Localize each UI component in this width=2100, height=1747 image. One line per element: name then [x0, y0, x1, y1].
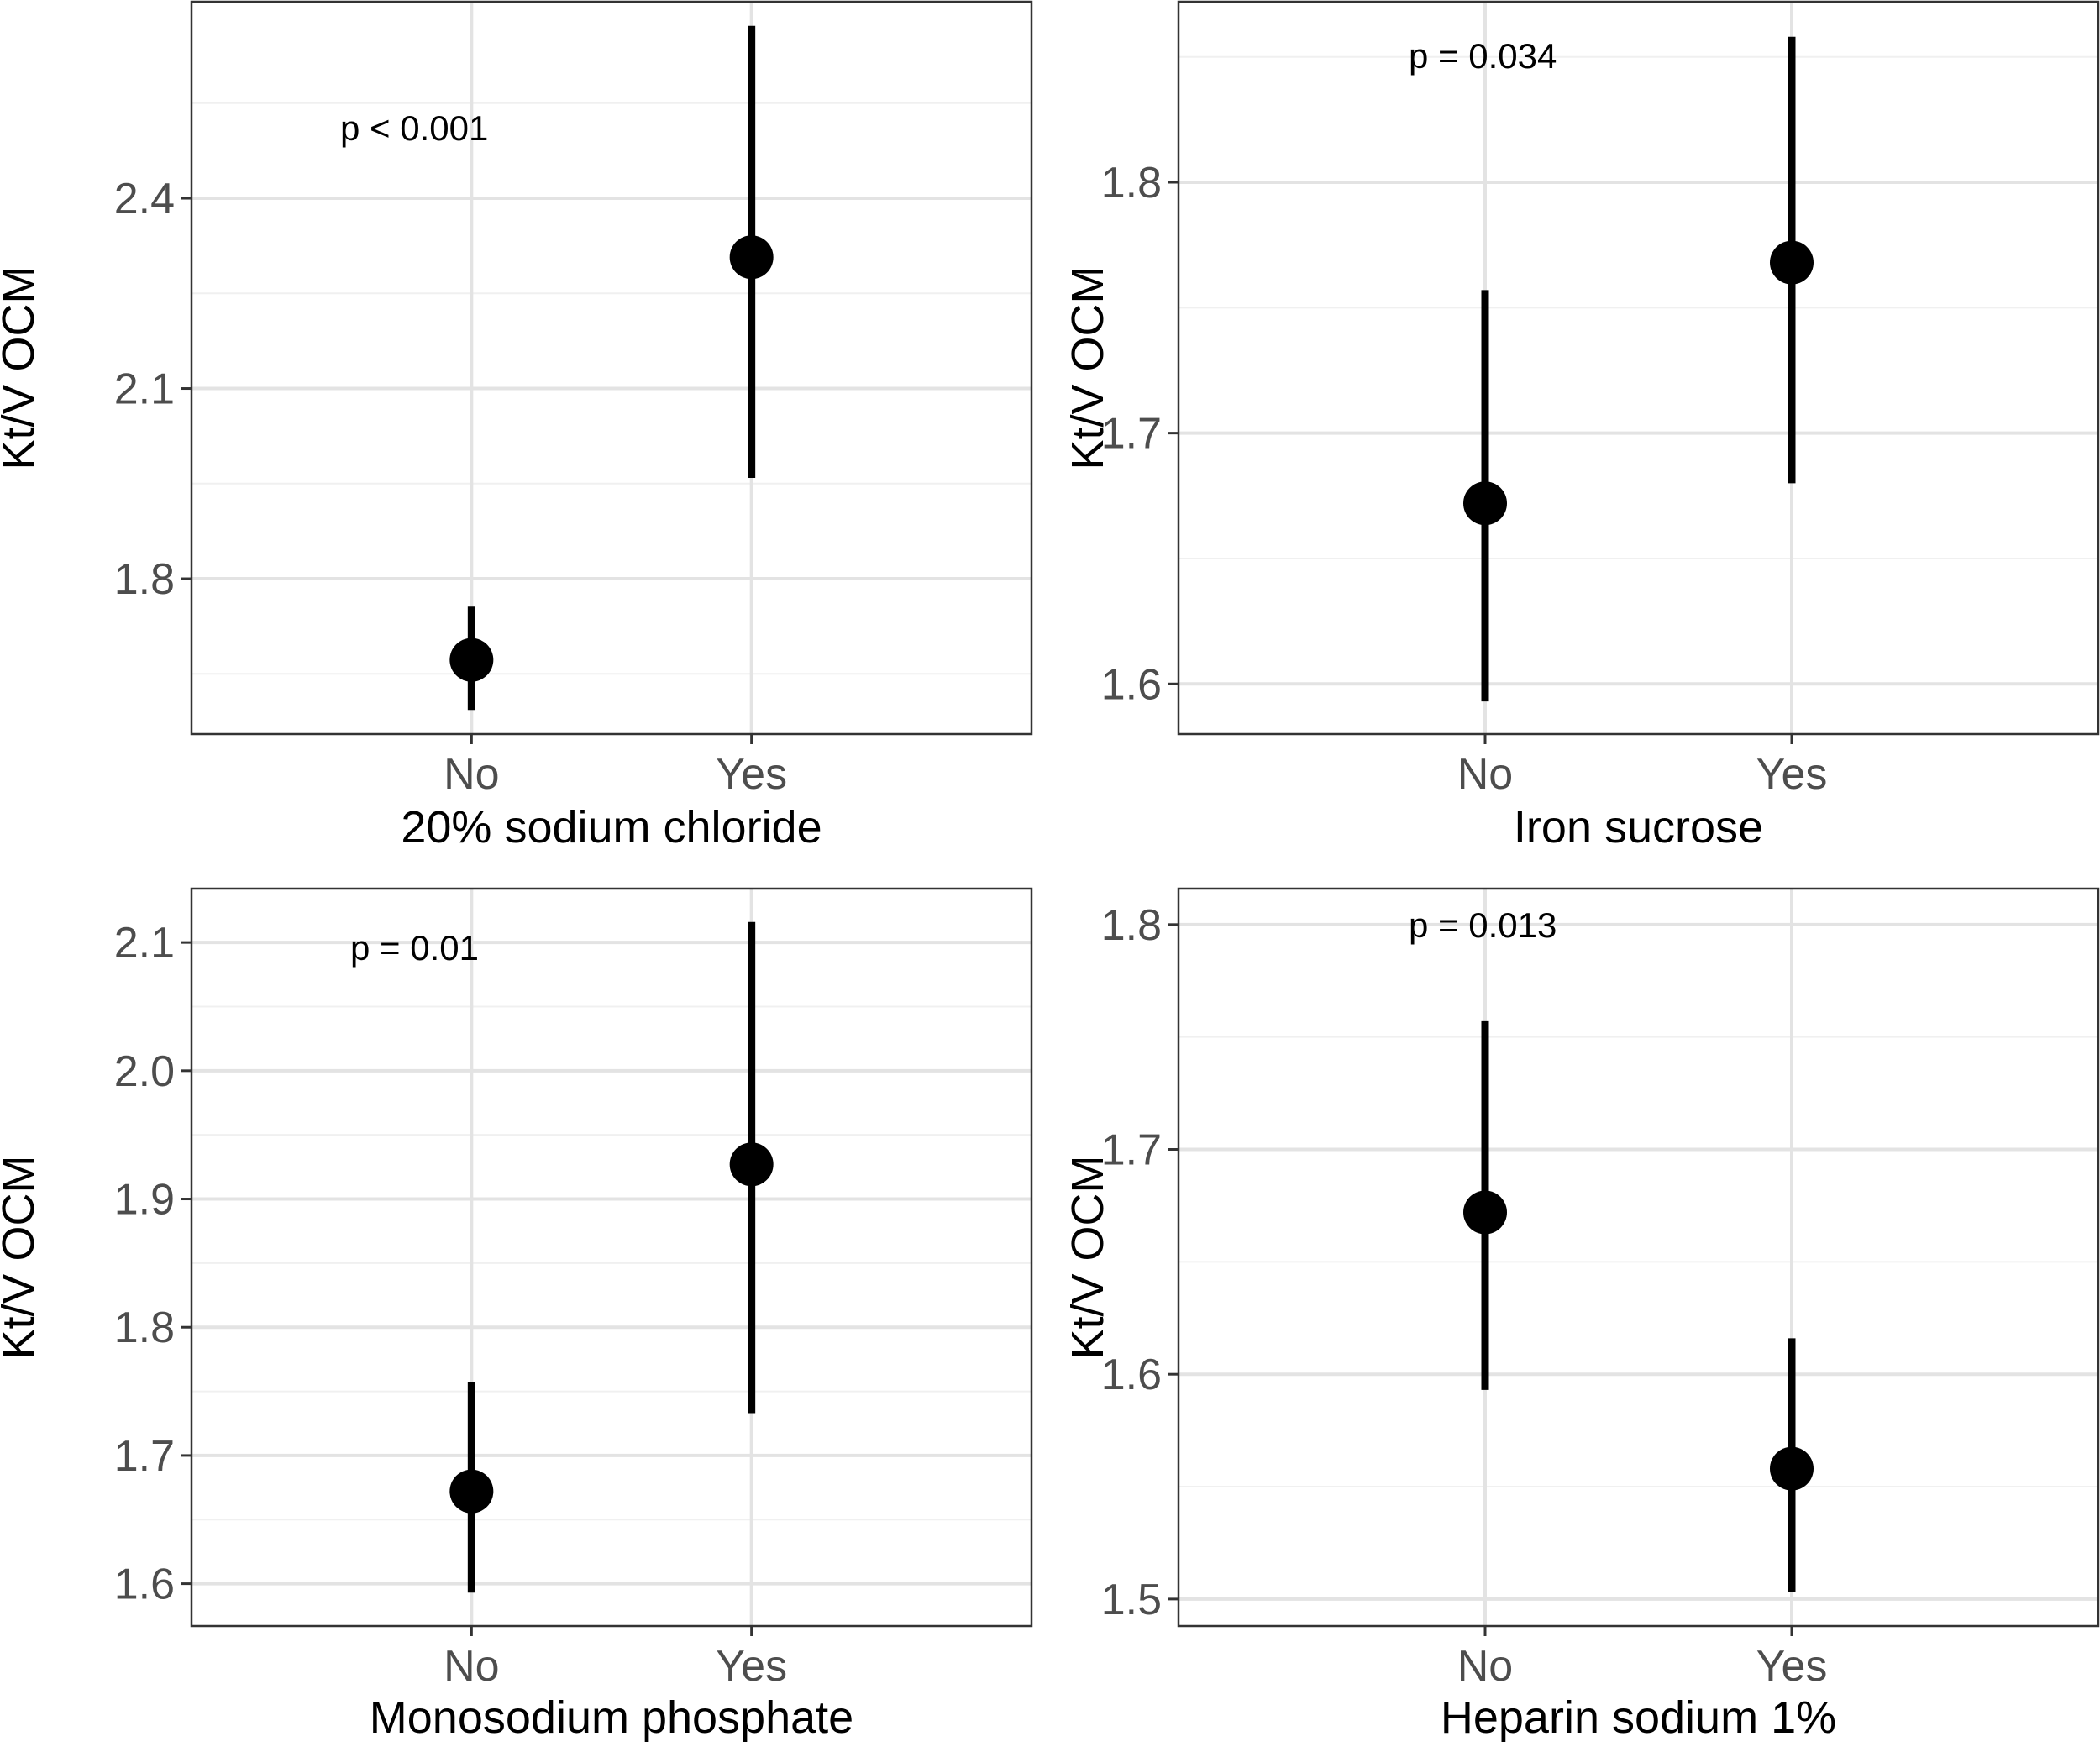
x-axis-title: 20% sodium chloride — [401, 802, 822, 853]
y-tick-label: 1.5 — [1101, 1576, 1162, 1624]
p-value-annotation: p < 0.001 — [340, 108, 488, 148]
panel-background — [1179, 889, 2098, 1626]
y-tick-label: 1.6 — [1101, 660, 1162, 709]
point-estimate — [1770, 1446, 1814, 1491]
p-value-annotation: p = 0.034 — [1409, 36, 1557, 76]
point-estimate — [449, 1469, 494, 1514]
y-tick-label: 1.7 — [1101, 1126, 1162, 1175]
y-axis-title: Kt/V OCM — [0, 1155, 44, 1359]
x-tick-label: No — [444, 750, 499, 799]
panel-border — [1177, 0, 2100, 736]
x-tick-label: No — [1457, 1642, 1513, 1691]
y-tick-label: 2.1 — [114, 365, 175, 414]
x-axis-title: Monosodium phosphate — [370, 1692, 853, 1743]
x-axis-title: Iron sucrose — [1514, 802, 1763, 853]
x-tick-label: Yes — [716, 750, 787, 799]
x-tick-label: Yes — [1756, 1642, 1828, 1691]
y-tick-label: 1.7 — [114, 1432, 175, 1481]
y-tick-label: 1.7 — [1101, 410, 1162, 459]
p-value-annotation: p = 0.013 — [1409, 905, 1557, 945]
point-estimate — [729, 1142, 774, 1187]
x-axis-title: Heparin sodium 1% — [1441, 1692, 1836, 1743]
point-estimate — [729, 235, 774, 280]
y-tick-label: 1.8 — [114, 1304, 175, 1352]
x-tick-label: Yes — [716, 1642, 787, 1691]
y-axis-title: Kt/V OCM — [1063, 265, 1113, 470]
panel-border — [190, 0, 1033, 736]
y-tick-label: 1.9 — [114, 1176, 175, 1225]
point-estimate — [449, 637, 494, 682]
point-estimate — [1770, 240, 1814, 285]
panel-background — [192, 889, 1032, 1626]
y-tick-label: 2.0 — [114, 1047, 175, 1096]
y-tick-label: 2.1 — [114, 919, 175, 968]
panel-border — [1177, 887, 2100, 1628]
y-tick-label: 1.8 — [1101, 159, 1162, 207]
point-estimate — [1463, 481, 1507, 526]
x-tick-label: No — [444, 1642, 499, 1691]
panel-border — [190, 887, 1033, 1628]
y-axis-title: Kt/V OCM — [0, 265, 44, 470]
y-tick-label: 1.6 — [1101, 1351, 1162, 1399]
panel-background — [1179, 2, 2098, 734]
y-tick-label: 2.4 — [114, 175, 175, 223]
y-tick-label: 1.6 — [114, 1561, 175, 1609]
y-tick-label: 1.8 — [114, 555, 175, 604]
point-estimate — [1463, 1190, 1507, 1235]
x-tick-label: No — [1457, 750, 1513, 799]
x-tick-label: Yes — [1756, 750, 1828, 799]
y-axis-title: Kt/V OCM — [1063, 1155, 1113, 1359]
y-tick-label: 1.8 — [1101, 901, 1162, 950]
panel-background — [192, 2, 1032, 734]
p-value-annotation: p = 0.01 — [350, 928, 479, 968]
